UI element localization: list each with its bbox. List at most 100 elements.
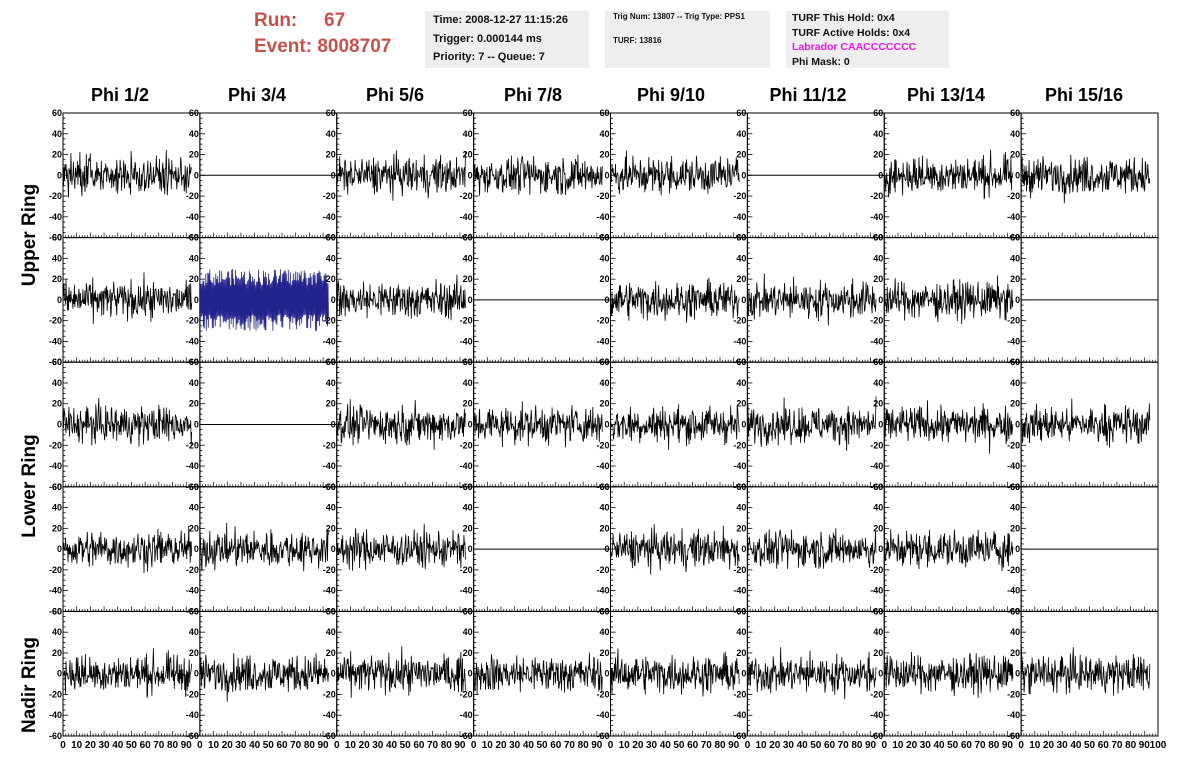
y-tick-label: 20 bbox=[873, 274, 883, 284]
y-tick-label: 60 bbox=[52, 108, 62, 118]
col-title-phi-7-8: Phi 7/8 bbox=[503, 85, 563, 105]
y-tick-label: 0 bbox=[1015, 669, 1020, 679]
y-tick-label: 40 bbox=[736, 253, 746, 263]
y-tick-label: -40 bbox=[733, 461, 746, 471]
y-tick-label: 20 bbox=[52, 523, 62, 533]
y-tick-label: -40 bbox=[186, 461, 199, 471]
waveform-trace-r4-c1 bbox=[199, 653, 329, 702]
x-tick-label: 20 bbox=[85, 740, 97, 751]
x-tick-label: 70 bbox=[1111, 740, 1123, 751]
x-tick-label: 10 bbox=[1029, 740, 1041, 751]
y-tick-label: -20 bbox=[49, 316, 62, 326]
y-tick-label: 20 bbox=[599, 523, 609, 533]
y-tick-label: -20 bbox=[1007, 440, 1020, 450]
x-tick-label: 10 bbox=[208, 740, 220, 751]
waveform-trace-r3-c0 bbox=[62, 525, 193, 574]
y-tick-label: 60 bbox=[599, 108, 609, 118]
x-tick-label: 50 bbox=[1084, 740, 1096, 751]
x-tick-label: 90 bbox=[181, 740, 193, 751]
waveform-trace-r3-c5 bbox=[747, 528, 877, 569]
x-tick-label: 70 bbox=[290, 740, 302, 751]
y-tick-label: 0 bbox=[878, 170, 883, 180]
y-tick-label: -20 bbox=[460, 191, 473, 201]
y-tick-label: -40 bbox=[733, 710, 746, 720]
y-tick-label: 40 bbox=[52, 627, 62, 637]
y-tick-label: -40 bbox=[1007, 586, 1020, 596]
y-tick-label: 40 bbox=[599, 253, 609, 263]
y-tick-label: -20 bbox=[186, 440, 199, 450]
y-tick-label: 0 bbox=[57, 295, 62, 305]
y-tick-label: 40 bbox=[873, 378, 883, 388]
y-tick-label: 40 bbox=[599, 129, 609, 139]
y-tick-label: -40 bbox=[460, 710, 473, 720]
y-tick-label: -20 bbox=[1007, 689, 1020, 699]
y-tick-label: 60 bbox=[1010, 482, 1020, 492]
y-tick-label: -20 bbox=[323, 191, 336, 201]
y-tick-label: -20 bbox=[733, 440, 746, 450]
y-tick-label: -40 bbox=[1007, 212, 1020, 222]
y-tick-label: 60 bbox=[52, 482, 62, 492]
y-tick-label: 0 bbox=[878, 295, 883, 305]
y-tick-label: 40 bbox=[52, 253, 62, 263]
col-title-phi-3-4: Phi 3/4 bbox=[227, 85, 287, 105]
time-info-box: Time: 2008-12-27 11:15:26 Trigger: 0.000… bbox=[425, 11, 589, 68]
y-tick-label: 0 bbox=[604, 544, 609, 554]
x-tick-label: 70 bbox=[564, 740, 576, 751]
y-tick-label: -20 bbox=[186, 689, 199, 699]
y-tick-label: 60 bbox=[1010, 233, 1020, 243]
x-tick-label: 0 bbox=[471, 740, 477, 751]
y-tick-label: 0 bbox=[331, 544, 336, 554]
x-tick-label: 0 bbox=[197, 740, 203, 751]
y-tick-label: 20 bbox=[326, 274, 336, 284]
y-tick-label: -20 bbox=[323, 689, 336, 699]
x-tick-label: 50 bbox=[537, 740, 549, 751]
y-tick-label: 60 bbox=[326, 108, 336, 118]
x-tick-label: 0 bbox=[745, 740, 751, 751]
x-tick-label: 30 bbox=[509, 740, 521, 751]
y-tick-label: 40 bbox=[189, 253, 199, 263]
y-tick-label: 60 bbox=[463, 233, 473, 243]
x-tick-label: 0 bbox=[60, 740, 66, 751]
y-tick-label: 40 bbox=[1010, 129, 1020, 139]
x-tick-label: 10 bbox=[482, 740, 494, 751]
y-tick-label: 0 bbox=[604, 170, 609, 180]
y-tick-label: -20 bbox=[596, 689, 609, 699]
waveform-trace-r4-c3 bbox=[473, 652, 603, 695]
waveform-trace-r1-c1 bbox=[199, 268, 329, 331]
y-tick-label: -20 bbox=[49, 689, 62, 699]
y-tick-label: -20 bbox=[186, 316, 199, 326]
y-tick-label: 20 bbox=[463, 150, 473, 160]
y-tick-label: -40 bbox=[186, 212, 199, 222]
y-tick-label: -20 bbox=[49, 565, 62, 575]
waveform-trace-r2-c3 bbox=[473, 401, 603, 448]
y-tick-label: -20 bbox=[733, 689, 746, 699]
waveform-trace-r1-c5 bbox=[747, 273, 877, 326]
x-tick-label: 60 bbox=[140, 740, 152, 751]
trig-info-box: Trig Num: 13807 -- Trig Type: PPS1 TURF:… bbox=[605, 11, 770, 68]
y-tick-label: 20 bbox=[599, 648, 609, 658]
y-tick-label: 60 bbox=[189, 482, 199, 492]
y-tick-label: 40 bbox=[1010, 503, 1020, 513]
y-tick-label: 60 bbox=[326, 482, 336, 492]
y-tick-label: 60 bbox=[736, 606, 746, 616]
y-tick-label: -40 bbox=[460, 586, 473, 596]
x-tick-label: 80 bbox=[851, 740, 863, 751]
x-tick-label: 80 bbox=[714, 740, 726, 751]
y-tick-label: 60 bbox=[326, 233, 336, 243]
y-tick-label: -40 bbox=[870, 336, 883, 346]
y-tick-label: 60 bbox=[189, 233, 199, 243]
y-tick-label: -20 bbox=[733, 191, 746, 201]
y-tick-label: -40 bbox=[49, 710, 62, 720]
y-tick-label: 20 bbox=[326, 150, 336, 160]
y-tick-label: 20 bbox=[52, 274, 62, 284]
x-tick-label: 40 bbox=[386, 740, 398, 751]
y-tick-label: 0 bbox=[57, 420, 62, 430]
y-tick-label: -20 bbox=[323, 316, 336, 326]
y-tick-label: -40 bbox=[733, 336, 746, 346]
waveform-trace-r2-c0 bbox=[62, 397, 193, 447]
y-tick-label: 20 bbox=[1010, 523, 1020, 533]
y-tick-label: 20 bbox=[326, 523, 336, 533]
y-tick-label: 20 bbox=[736, 274, 746, 284]
y-tick-label: 0 bbox=[604, 420, 609, 430]
